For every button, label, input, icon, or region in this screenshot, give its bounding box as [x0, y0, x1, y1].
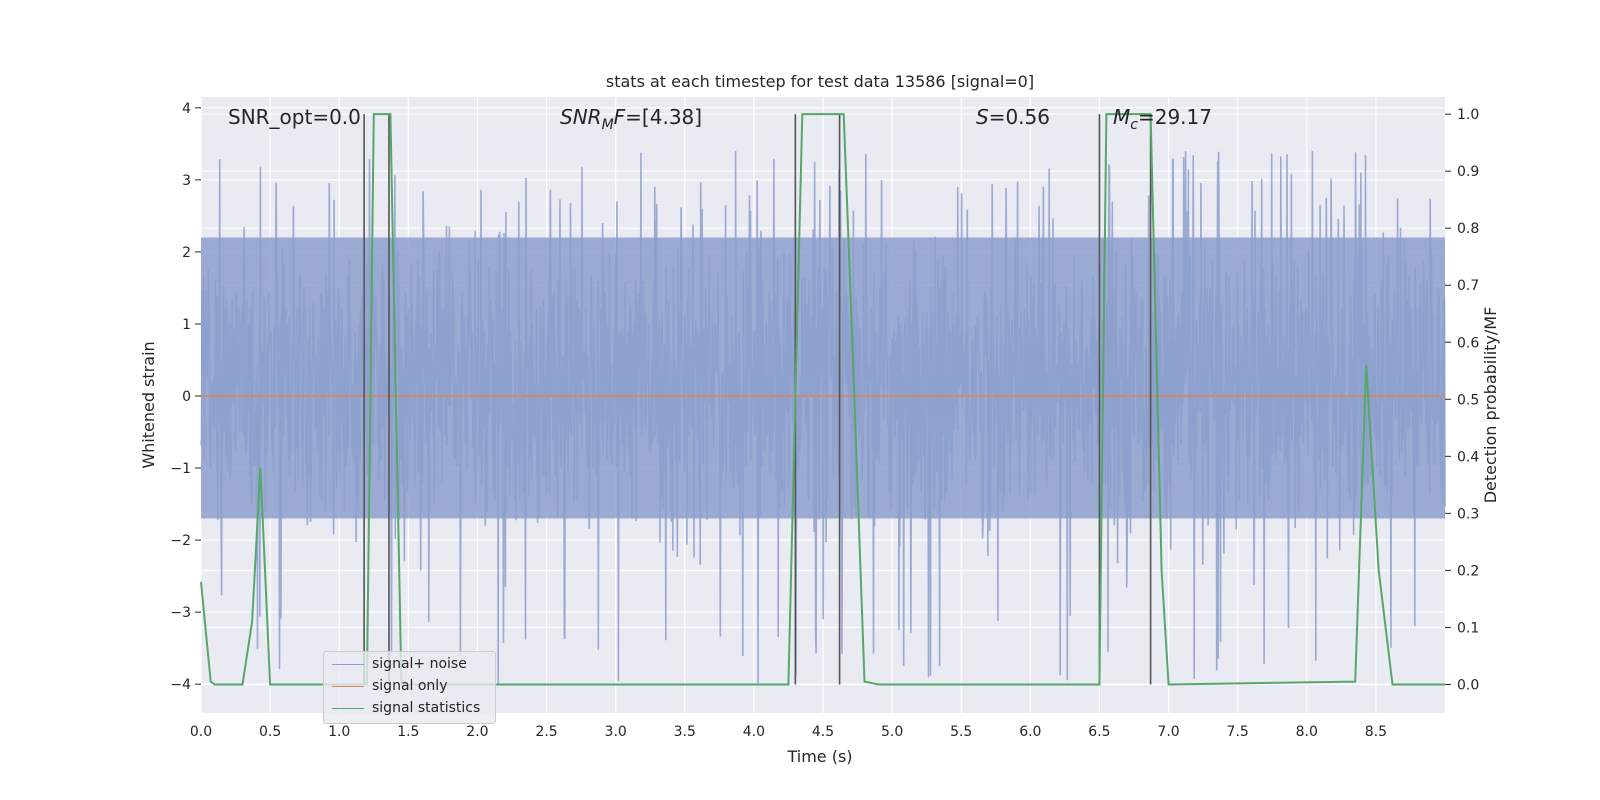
- x-tick-label: 4.0: [743, 724, 765, 740]
- legend: signal+ noise signal only signal statist…: [323, 651, 496, 724]
- legend-swatch-signal-statistics: [332, 708, 364, 709]
- vertical-markers: [363, 114, 1152, 685]
- y-tick-label-right: 0.6: [1457, 335, 1479, 351]
- y-tick-label-right: 0.2: [1457, 563, 1479, 579]
- x-tick-label: 5.0: [881, 724, 903, 740]
- legend-item-signal-statistics: signal statistics: [324, 698, 495, 720]
- y-tick-label-right: 0.4: [1457, 449, 1479, 465]
- legend-item-signal-only: signal only: [324, 676, 495, 698]
- y-tick-label-left: 1: [182, 317, 191, 333]
- legend-label-signal-statistics: signal statistics: [372, 700, 481, 716]
- x-tick-label: 0.5: [259, 724, 281, 740]
- x-tick-label: 7.5: [1227, 724, 1249, 740]
- x-axis-label: Time (s): [786, 747, 852, 766]
- y-tick-label-right: 0.0: [1457, 677, 1479, 693]
- y-tick-label-right: 0.9: [1457, 164, 1479, 180]
- x-tick-label: 0.0: [190, 724, 212, 740]
- y-tick-label-left: −1: [170, 461, 191, 477]
- signal-noise-series: [200, 150, 1446, 684]
- x-tick-label: 8.0: [1296, 724, 1318, 740]
- y-tick-label-left: −4: [170, 677, 191, 693]
- x-tick-label: 7.0: [1157, 724, 1179, 740]
- y-axis-label-left: Whitened strain: [139, 341, 158, 468]
- annotation-s: S=0.56: [976, 105, 1050, 129]
- y-tick-label-left: 4: [182, 101, 191, 117]
- annotation-snr-opt: SNR_opt=0.0: [228, 105, 361, 129]
- y-tick-label-right: 0.8: [1457, 221, 1479, 237]
- x-tick-label: 4.5: [812, 724, 834, 740]
- y-tick-label-left: 0: [182, 389, 191, 405]
- signal-statistics-series: [200, 113, 1445, 686]
- y-tick-label-right: 0.1: [1457, 620, 1479, 636]
- x-tick-label: 3.5: [674, 724, 696, 740]
- y-tick-label-right: 1.0: [1457, 107, 1479, 123]
- y-tick-label-right: 0.3: [1457, 506, 1479, 522]
- legend-item-signal-noise: signal+ noise: [324, 654, 495, 676]
- x-tick-label: 2.0: [466, 724, 488, 740]
- annotation-mc: Mc=29.17: [1113, 105, 1212, 133]
- signal-statistics-line: [200, 113, 1445, 686]
- legend-label-signal-only: signal only: [372, 678, 448, 694]
- ticks: 0.0 0.5 1.0 1.5 2.0 2.5 3.0 3.5 4.0 4.5 5.0 5.5 6.0 6…: [170, 101, 1479, 740]
- legend-swatch-signal-noise: [332, 664, 364, 665]
- x-tick-label: 6.5: [1088, 724, 1110, 740]
- annotations: SNR_opt=0.0 SNRMF=[4.38] S=0.56 Mc=29.17: [228, 105, 1212, 133]
- x-tick-label: 6.0: [1019, 724, 1041, 740]
- legend-swatch-signal-only: [332, 686, 364, 687]
- x-tick-label: 8.5: [1365, 724, 1387, 740]
- x-tick-label: 2.5: [535, 724, 557, 740]
- chart-title: stats at each timestep for test data 135…: [606, 72, 1034, 91]
- y-tick-label-left: 2: [182, 245, 191, 261]
- legend-label-signal-noise: signal+ noise: [372, 656, 467, 672]
- y-tick-label-right: 0.5: [1457, 392, 1479, 408]
- y-tick-label-left: −3: [170, 605, 191, 621]
- y-tick-label-left: −2: [170, 533, 191, 549]
- x-tick-label: 5.5: [950, 724, 972, 740]
- y-axis-label-right: Detection probability/MF: [1481, 307, 1500, 504]
- x-tick-label: 3.0: [605, 724, 627, 740]
- x-tick-label: 1.0: [328, 724, 350, 740]
- y-tick-label-right: 0.7: [1457, 278, 1479, 294]
- x-tick-label: 1.5: [397, 724, 419, 740]
- signal-noise-band: [201, 237, 1445, 519]
- annotation-snr-mf: SNRMF=[4.38]: [560, 105, 702, 133]
- y-tick-label-left: 3: [182, 173, 191, 189]
